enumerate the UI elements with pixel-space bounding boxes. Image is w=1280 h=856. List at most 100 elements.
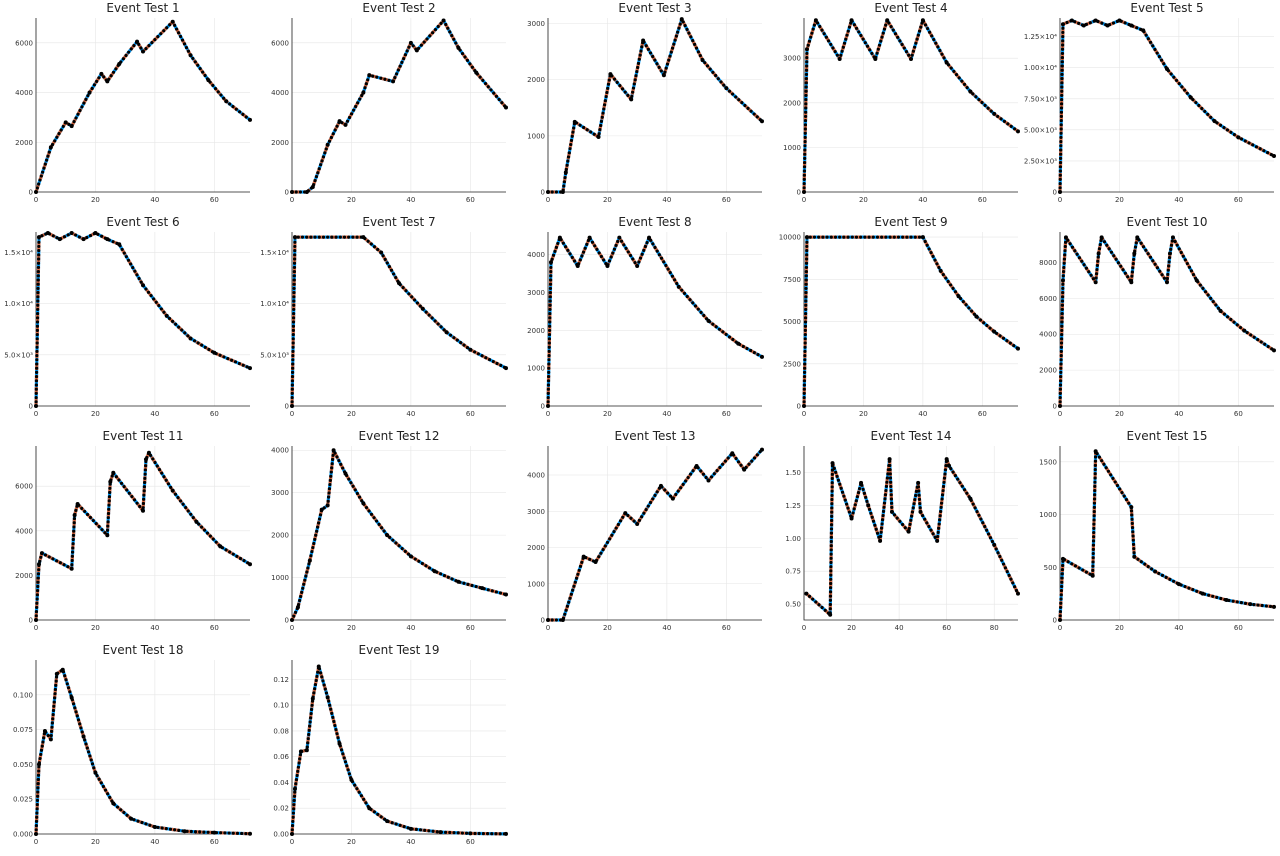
- x-tick-label: 20: [91, 196, 100, 204]
- x-tick-label: 20: [1115, 410, 1124, 418]
- y-tick-label: 3000: [527, 20, 545, 28]
- series-line-blue: [34, 20, 251, 193]
- series-line-blue: [34, 451, 251, 621]
- data-point: [647, 235, 652, 240]
- x-tick-label: 60: [210, 624, 219, 632]
- event-test-18-chart: Event Test 18 0 20 40 60 0.000 0.025 0.050 0.075…: [13, 643, 252, 846]
- data-point: [441, 18, 446, 23]
- data-point: [1105, 23, 1110, 28]
- data-point: [968, 496, 973, 501]
- x-tick-label: 0: [34, 838, 38, 846]
- x-tick-label: 20: [603, 410, 612, 418]
- y-tick-label: 1.00: [785, 535, 801, 543]
- series-line-orange-dashed: [290, 664, 507, 836]
- data-point: [218, 544, 223, 549]
- y-tick-label: 2000: [527, 544, 545, 552]
- data-point: [36, 762, 41, 767]
- x-tick-label: 20: [859, 196, 868, 204]
- data-point: [290, 190, 294, 194]
- event-test-2-chart: Event Test 2 0 20 40 60 0 2000 4000 6000: [271, 1, 508, 204]
- data-point: [605, 264, 610, 269]
- data-point: [307, 558, 312, 563]
- y-tick-label: 1.0×10⁴: [4, 300, 33, 308]
- data-point: [456, 579, 461, 584]
- data-point: [641, 38, 646, 43]
- chart-title: Event Test 4: [874, 1, 947, 15]
- data-point: [920, 235, 925, 240]
- y-tick-label: 5.0×10³: [4, 351, 33, 359]
- x-tick-label: 20: [603, 624, 612, 632]
- y-tick-label: 0: [1053, 403, 1057, 411]
- data-point: [885, 18, 890, 23]
- data-point: [724, 86, 729, 91]
- data-point: [1069, 18, 1074, 23]
- data-point: [878, 538, 883, 543]
- data-point: [379, 250, 384, 255]
- data-point: [1272, 604, 1276, 609]
- data-point: [1167, 251, 1172, 256]
- chart-title: Event Test 14: [871, 429, 952, 443]
- y-tick-label: 5.00×10³: [1024, 126, 1057, 134]
- data-point: [572, 119, 577, 124]
- y-tick-label: 1000: [271, 574, 289, 582]
- data-point: [575, 264, 580, 269]
- data-point: [700, 58, 705, 63]
- data-point: [938, 268, 943, 273]
- axis-frame: [547, 18, 762, 193]
- data-point: [325, 142, 330, 147]
- data-point: [361, 501, 366, 506]
- x-tick-label: 0: [1058, 624, 1062, 632]
- data-point: [706, 478, 711, 483]
- data-point: [944, 60, 949, 65]
- data-point: [1165, 66, 1169, 71]
- data-point: [111, 801, 116, 806]
- axis-frame: [547, 446, 762, 621]
- x-tick-label: 60: [466, 410, 475, 418]
- x-tick-label: 20: [603, 196, 612, 204]
- data-point: [802, 190, 806, 194]
- data-point: [504, 105, 508, 110]
- data-point: [617, 235, 622, 240]
- data-point: [432, 569, 437, 574]
- y-tick-label: 4000: [15, 89, 33, 97]
- data-point: [304, 190, 309, 194]
- event-test-12-chart: Event Test 12 0 20 40 60 0 1000 2000 3000 4000: [271, 429, 508, 632]
- data-point: [367, 806, 372, 811]
- y-tick-label: 0.06: [273, 753, 289, 761]
- data-point: [1058, 618, 1062, 622]
- y-tick-label: 6000: [271, 39, 289, 47]
- data-point: [587, 235, 592, 240]
- x-tick-label: 60: [466, 838, 475, 846]
- data-point: [337, 119, 342, 124]
- chart-title: Event Test 1: [106, 1, 179, 15]
- data-point: [828, 612, 833, 617]
- data-point: [343, 471, 348, 476]
- y-tick-label: 4000: [1039, 331, 1057, 339]
- data-point: [1093, 280, 1098, 285]
- series-markers: [802, 235, 1020, 408]
- data-point: [480, 586, 485, 591]
- x-tick-label: 40: [1174, 410, 1183, 418]
- axis-frame: [803, 446, 1018, 621]
- x-tick-label: 60: [722, 196, 731, 204]
- y-tick-label: 0.75: [785, 568, 801, 576]
- axis-frame: [1059, 232, 1274, 407]
- y-tick-label: 0: [541, 403, 545, 411]
- data-point: [1132, 251, 1137, 256]
- data-point: [1081, 23, 1086, 28]
- data-point: [337, 741, 342, 746]
- series-line-orange-dashed: [290, 235, 507, 407]
- data-point: [760, 354, 764, 359]
- chart-title: Event Test 6: [106, 215, 179, 229]
- series-line-blue: [1058, 18, 1275, 193]
- series-markers: [34, 20, 252, 194]
- data-point: [57, 237, 62, 242]
- series-line-orange-dashed: [290, 448, 507, 621]
- data-point: [1016, 346, 1020, 351]
- data-point: [129, 816, 134, 821]
- series-line-orange-dashed: [292, 18, 508, 194]
- x-tick-label: 20: [859, 410, 868, 418]
- y-tick-label: 0.08: [273, 727, 289, 735]
- data-point: [105, 533, 110, 538]
- data-point: [1058, 404, 1062, 408]
